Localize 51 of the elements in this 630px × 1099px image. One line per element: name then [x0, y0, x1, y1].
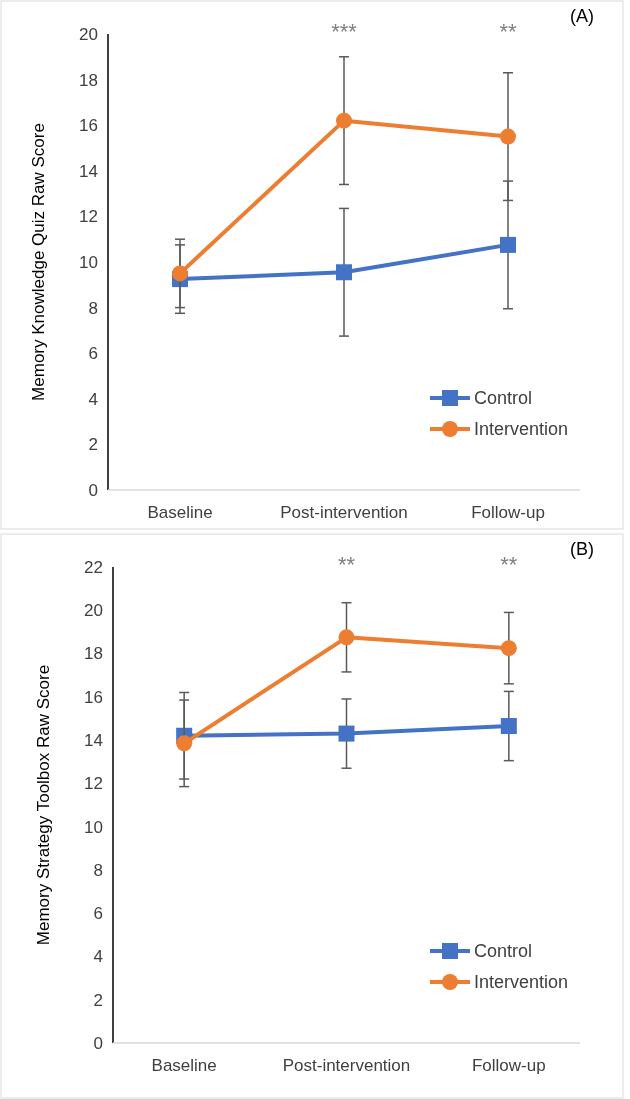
- y-axis-title: Memory Knowledge Quiz Raw Score: [29, 123, 48, 401]
- legend-label: Control: [474, 941, 533, 962]
- y-tick-label: 20: [84, 601, 103, 621]
- point: [338, 725, 355, 742]
- y-tick-label: 6: [88, 344, 98, 364]
- y-tick-label: 18: [84, 644, 103, 664]
- point: [500, 236, 516, 253]
- legend-label: Intervention: [474, 972, 569, 993]
- legend-label: Intervention: [474, 419, 569, 440]
- point: [336, 264, 352, 281]
- y-tick-label: 22: [84, 557, 103, 577]
- legend-label: Control: [474, 388, 533, 409]
- y-tick-label: 4: [93, 947, 103, 967]
- y-tick-label: 6: [93, 904, 103, 924]
- y-tick-label: 0: [88, 480, 98, 500]
- x-tick-label: Follow-up: [471, 503, 545, 522]
- y-tick-label: 8: [93, 860, 103, 880]
- y-axis-title: Memory Strategy Toolbox Raw Score: [34, 664, 53, 946]
- y-tick-label: 14: [79, 161, 98, 181]
- y-tick-label: 12: [84, 774, 103, 794]
- y-tick-label: 4: [88, 389, 98, 409]
- annotation: ***: [331, 19, 358, 45]
- x-tick-label: Post-intervention: [280, 503, 408, 522]
- y-tick-label: 0: [93, 1033, 103, 1053]
- annotation: **: [337, 552, 356, 578]
- y-tick-label: 10: [79, 252, 98, 272]
- y-tick-label: 16: [79, 116, 98, 136]
- chart-title: (B): [570, 539, 594, 559]
- y-tick-label: 20: [79, 24, 98, 44]
- y-tick-label: 12: [79, 207, 98, 227]
- point: [500, 640, 517, 657]
- annotation: **: [499, 19, 517, 45]
- y-tick-label: 10: [84, 817, 103, 837]
- point: [500, 718, 517, 735]
- point: [336, 112, 352, 129]
- x-tick-label: Post-intervention: [282, 1056, 411, 1075]
- y-tick-label: 2: [93, 990, 103, 1010]
- x-tick-label: Baseline: [151, 1056, 217, 1075]
- y-tick-label: 18: [79, 70, 98, 90]
- y-tick-label: 14: [84, 731, 103, 751]
- y-tick-label: 8: [88, 298, 98, 318]
- x-tick-label: Baseline: [147, 503, 213, 522]
- point: [338, 629, 355, 646]
- annotation: **: [500, 552, 518, 578]
- point: [172, 265, 188, 282]
- point: [176, 735, 193, 752]
- y-tick-label: 16: [84, 687, 103, 707]
- point: [500, 128, 516, 145]
- chart-title: (A): [570, 6, 594, 26]
- y-tick-label: 2: [88, 435, 98, 455]
- x-tick-label: Follow-up: [471, 1056, 546, 1075]
